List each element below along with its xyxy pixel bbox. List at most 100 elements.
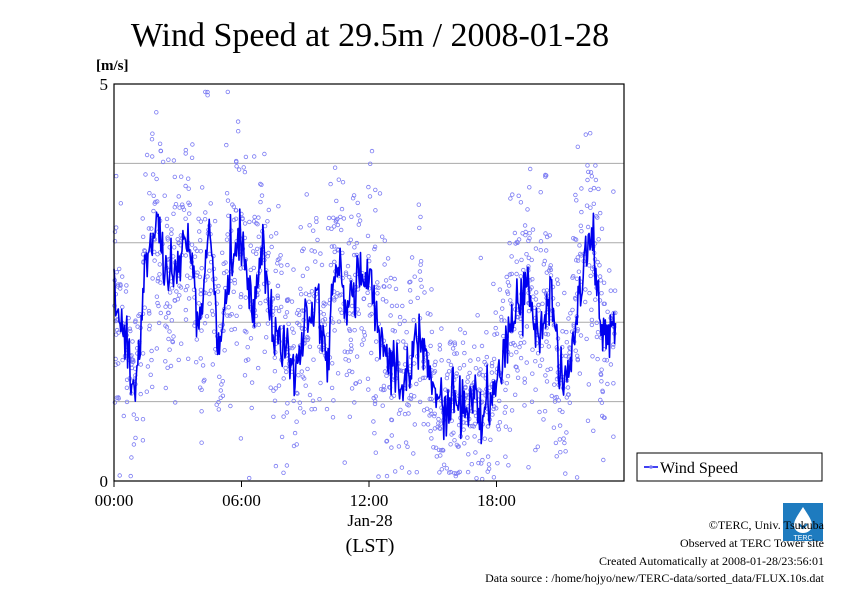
sample-point — [251, 265, 256, 271]
sample-point — [402, 318, 407, 324]
sample-point — [205, 274, 210, 279]
sample-point — [281, 376, 286, 381]
sample-point — [524, 251, 529, 257]
sample-point — [501, 333, 506, 339]
sample-point — [510, 192, 515, 197]
sample-point — [118, 201, 123, 206]
sample-point — [496, 427, 502, 432]
sample-point — [171, 334, 176, 339]
sample-point — [307, 299, 312, 304]
sample-point — [369, 311, 374, 317]
sample-point — [347, 368, 352, 374]
sample-point — [275, 293, 280, 298]
sample-point — [329, 316, 334, 321]
sample-point — [612, 288, 618, 293]
sample-point — [176, 357, 181, 363]
sample-point — [577, 243, 582, 248]
sample-point — [432, 362, 437, 368]
sample-point — [255, 246, 260, 252]
sample-point — [234, 341, 239, 346]
sample-point — [349, 343, 354, 348]
sample-point — [361, 296, 367, 301]
sample-point — [199, 185, 205, 190]
sample-point — [507, 240, 512, 246]
sample-point — [158, 310, 163, 316]
sample-point — [151, 193, 156, 198]
sample-point — [152, 258, 157, 263]
sample-point — [491, 356, 497, 362]
sample-point — [234, 208, 239, 213]
sample-point — [564, 340, 569, 345]
sample-point — [355, 200, 360, 206]
sample-point — [507, 427, 513, 432]
footer-source: Data source : /home/hojyo/new/TERC-data/… — [485, 571, 824, 585]
sample-point — [144, 152, 150, 158]
sample-point — [401, 339, 406, 344]
sample-point — [256, 288, 261, 293]
sample-point — [599, 379, 604, 384]
sample-point — [454, 374, 459, 379]
sample-point — [183, 287, 188, 293]
sample-point — [384, 439, 389, 444]
sample-point — [328, 181, 333, 187]
legend: Wind Speed — [636, 452, 823, 482]
sample-point — [422, 375, 427, 380]
sample-point — [238, 266, 243, 271]
sample-point — [465, 375, 471, 380]
sample-point — [524, 360, 529, 365]
sample-point — [452, 351, 457, 356]
sample-point — [312, 406, 318, 412]
sample-point — [529, 399, 535, 404]
sample-point — [309, 289, 315, 294]
sample-point — [357, 218, 363, 223]
sample-point — [199, 266, 204, 271]
sample-point — [329, 226, 334, 231]
sample-point — [117, 473, 122, 478]
sample-point — [399, 465, 405, 470]
sample-point — [346, 240, 351, 246]
sample-point — [415, 295, 420, 301]
sample-point — [418, 214, 423, 220]
sample-point — [439, 448, 444, 453]
sample-point — [472, 344, 477, 349]
sample-point — [387, 284, 392, 289]
sample-point — [249, 380, 255, 385]
sample-point — [491, 406, 496, 412]
sample-point — [158, 280, 163, 285]
sample-point — [543, 373, 548, 378]
sample-point — [405, 402, 410, 407]
sample-point — [284, 410, 290, 415]
sample-point — [458, 327, 463, 332]
sample-point — [495, 461, 500, 466]
sample-point — [285, 262, 290, 268]
sample-point — [588, 273, 593, 279]
sample-point — [476, 372, 482, 377]
sample-point — [524, 324, 530, 329]
sample-point — [450, 346, 456, 351]
sample-point — [536, 302, 541, 308]
sample-point — [335, 222, 341, 228]
sample-point — [555, 302, 561, 307]
sample-point — [225, 89, 230, 95]
sample-point — [238, 294, 244, 300]
sample-point — [361, 337, 366, 342]
sample-point — [176, 194, 181, 199]
sample-point — [595, 356, 600, 362]
sample-point — [133, 435, 138, 441]
sample-point — [359, 326, 364, 331]
sample-point — [271, 388, 276, 393]
sample-point — [359, 342, 365, 347]
sample-point — [149, 357, 154, 363]
sample-point — [381, 284, 386, 289]
sample-point — [601, 415, 606, 420]
sample-point — [154, 294, 160, 299]
sample-point — [598, 210, 603, 216]
sample-point — [480, 373, 486, 378]
sample-point — [343, 270, 349, 275]
sample-point — [164, 325, 170, 330]
sample-point — [112, 400, 118, 405]
sample-point — [119, 274, 125, 279]
sample-point — [542, 409, 548, 414]
sample-point — [541, 417, 546, 422]
sample-point — [529, 257, 534, 263]
